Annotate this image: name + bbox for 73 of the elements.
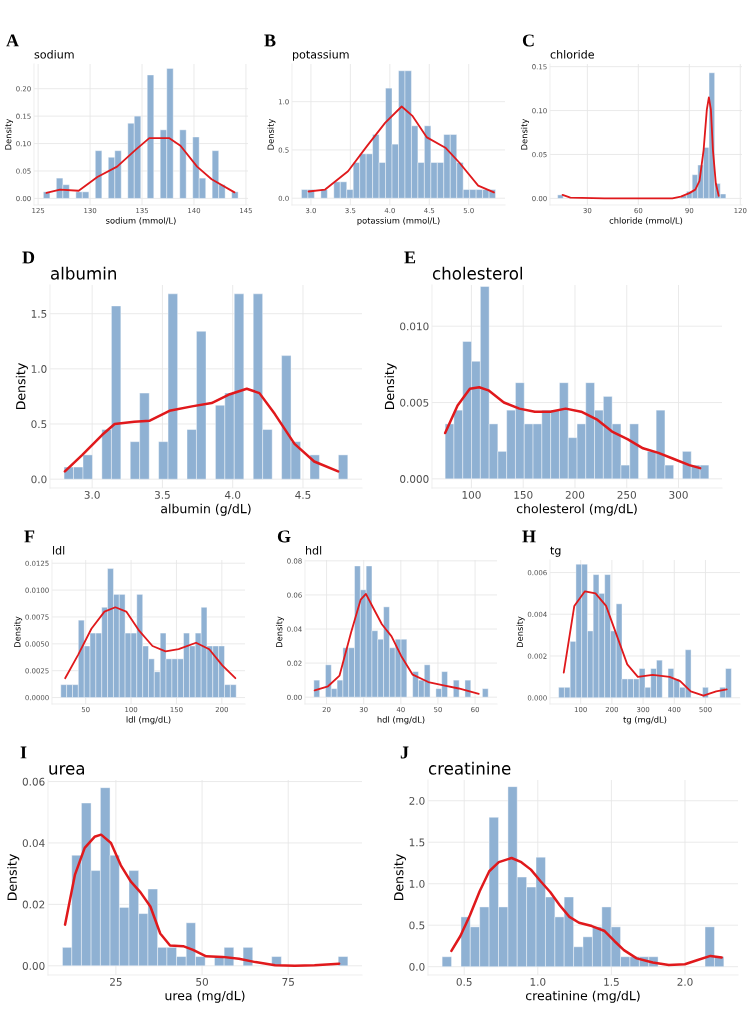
y-tick-label: 0.04 [22,839,45,848]
y-tick-label: 0.5 [409,921,425,930]
chart-subtitle: cholesterol [432,266,523,280]
y-tick-label: 1.0 [409,879,425,888]
x-axis-title: tg (mg/dL) [623,716,667,725]
chart-title: F [24,530,35,543]
y-tick-label: 0.0 [409,962,425,971]
chart-title: G [277,530,291,543]
y-tick-label: 0.0 [31,475,47,484]
chart-subtitle: albumin [51,266,116,280]
y-tick-label: 0.06 [22,777,45,786]
chart-title: C [522,34,534,47]
y-tick-label: 0.5 [31,420,47,429]
y-axis-title: Density [14,616,23,648]
y-tick-label: 2.0 [409,796,425,805]
x-axis-title: potassium (mmol/L) [357,217,440,226]
x-tick-label: 4.0 [224,490,241,499]
chart-title: H [522,530,536,543]
chart-title: E [404,251,416,264]
x-tick-label: 100 [462,490,481,499]
x-tick-label: 150 [514,490,533,499]
chart-title: I [20,746,27,759]
chart-subtitle: ldl [53,546,65,555]
chart-subtitle: hdl [306,546,322,555]
y-axis-title: Density [520,118,529,150]
x-tick-label: 3.0 [84,490,100,499]
chart-subtitle: urea [49,765,84,775]
x-tick-label: 25 [110,977,122,986]
y-axis-title: Density [516,616,525,648]
y-tick-label: 0.005 [400,398,429,407]
x-axis-title: urea (mg/dL) [165,990,245,1003]
chart-title: A [6,34,19,47]
x-tick-label: 250 [617,490,636,499]
y-axis-title: Density [384,363,397,410]
x-axis-title: chloride (mmol/L) [609,217,683,225]
chart-subtitle: chloride [550,50,594,59]
y-axis-title: Density [15,363,28,410]
x-tick-label: 50 [196,977,209,986]
x-tick-label: 200 [565,490,585,499]
chart-title: D [22,251,35,264]
x-axis-title: creatinine (mg/dL) [525,990,640,1003]
y-tick-label: 1.5 [31,310,47,318]
chart-title: B [264,34,276,47]
y-axis-title: Density [7,854,20,901]
x-tick-label: 3.5 [154,490,170,499]
y-tick-label: 1.5 [409,838,425,847]
y-tick-label: 0.02 [22,900,45,909]
y-tick-label: 1.0 [31,365,47,373]
x-axis-title: hdl (mg/dL) [377,716,425,725]
line-series [64,606,237,680]
y-axis-title: Density [4,118,13,150]
x-tick-label: 4.5 [295,491,311,499]
y-axis-title: Density [275,616,284,648]
chart-subtitle: sodium [34,50,74,59]
x-axis-title: cholesterol (mg/dL) [516,503,637,516]
chart-subtitle: potassium [293,50,349,61]
y-axis-title: Density [393,854,406,901]
x-tick-label: 300 [669,490,688,499]
line-series [450,856,723,967]
y-tick-label: 0.000 [400,475,429,483]
x-axis-title: ldl (mg/dL) [126,716,171,725]
x-tick-label: 1.5 [604,978,619,986]
x-tick-label: 75 [282,978,294,986]
chart-subtitle: tg [550,546,561,557]
y-axis-title: Density [267,118,276,150]
chart-title: J [400,746,409,759]
x-tick-label: 0.5 [456,977,472,986]
y-tick-label: 0.00 [22,962,45,970]
chart-subtitle: creatinine [428,761,511,775]
x-tick-label: 2.0 [677,977,693,986]
y-tick-label: 0.010 [400,322,429,331]
x-axis-title: albumin (g/dL) [161,503,251,516]
x-axis-title: sodium (mmol/L) [106,217,176,225]
